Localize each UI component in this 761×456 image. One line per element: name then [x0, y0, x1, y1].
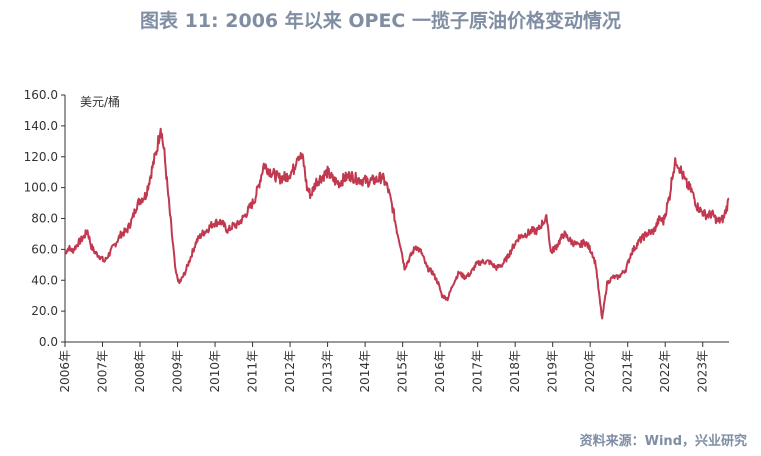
y-tick-label: 60.0 — [31, 242, 58, 256]
x-tick-label: 2012年 — [283, 350, 297, 393]
opec-basket-price-line — [64, 127, 730, 320]
x-tick-label: 2010年 — [208, 350, 222, 393]
x-tick-label: 2017年 — [471, 350, 485, 393]
source-note: 资料来源：Wind，兴业研究 — [579, 434, 747, 449]
axes — [61, 94, 729, 347]
y-tick-label: 140.0 — [24, 119, 58, 133]
y-tick-label: 40.0 — [31, 273, 58, 287]
y-tick-label: 160.0 — [24, 88, 58, 102]
x-tick-label: 2008年 — [133, 350, 147, 393]
x-tick-label: 2016年 — [433, 350, 447, 393]
x-tick-label: 2023年 — [696, 350, 710, 393]
x-tick-label: 2011年 — [246, 350, 260, 393]
y-tick-labels: 160.0 140.0 120.0 100.0 80.0 60.0 40.0 20.0 0.0 — [24, 88, 58, 349]
x-tick-label: 2019年 — [546, 350, 560, 393]
x-tick-label: 2018年 — [508, 350, 522, 393]
x-tick-label: 2006年 — [58, 350, 72, 393]
y-tick-label: 120.0 — [24, 150, 58, 164]
x-tick-label: 2021年 — [621, 350, 635, 393]
x-tick-label: 2022年 — [658, 350, 672, 393]
chart-title: 图表 11: 2006 年以来 OPEC 一揽子原油价格变动情况 — [140, 10, 621, 32]
x-tick-label: 2013年 — [321, 350, 335, 393]
x-tick-labels: 2006年 2007年 2008年 2009年 2010年 2011年 2012年 2013年… — [58, 350, 710, 393]
y-tick-label: 80.0 — [31, 212, 58, 226]
y-tick-label: 100.0 — [24, 181, 58, 195]
x-tick-label: 2009年 — [171, 350, 185, 393]
x-tick-label: 2020年 — [583, 350, 597, 393]
x-tick-label: 2007年 — [96, 350, 110, 393]
y-tick-label: 0.0 — [39, 335, 58, 349]
y-axis-unit-label: 美元/桶 — [80, 94, 120, 109]
x-tick-label: 2015年 — [396, 350, 410, 393]
x-tick-label: 2014年 — [358, 350, 372, 393]
y-tick-label: 20.0 — [31, 304, 58, 318]
